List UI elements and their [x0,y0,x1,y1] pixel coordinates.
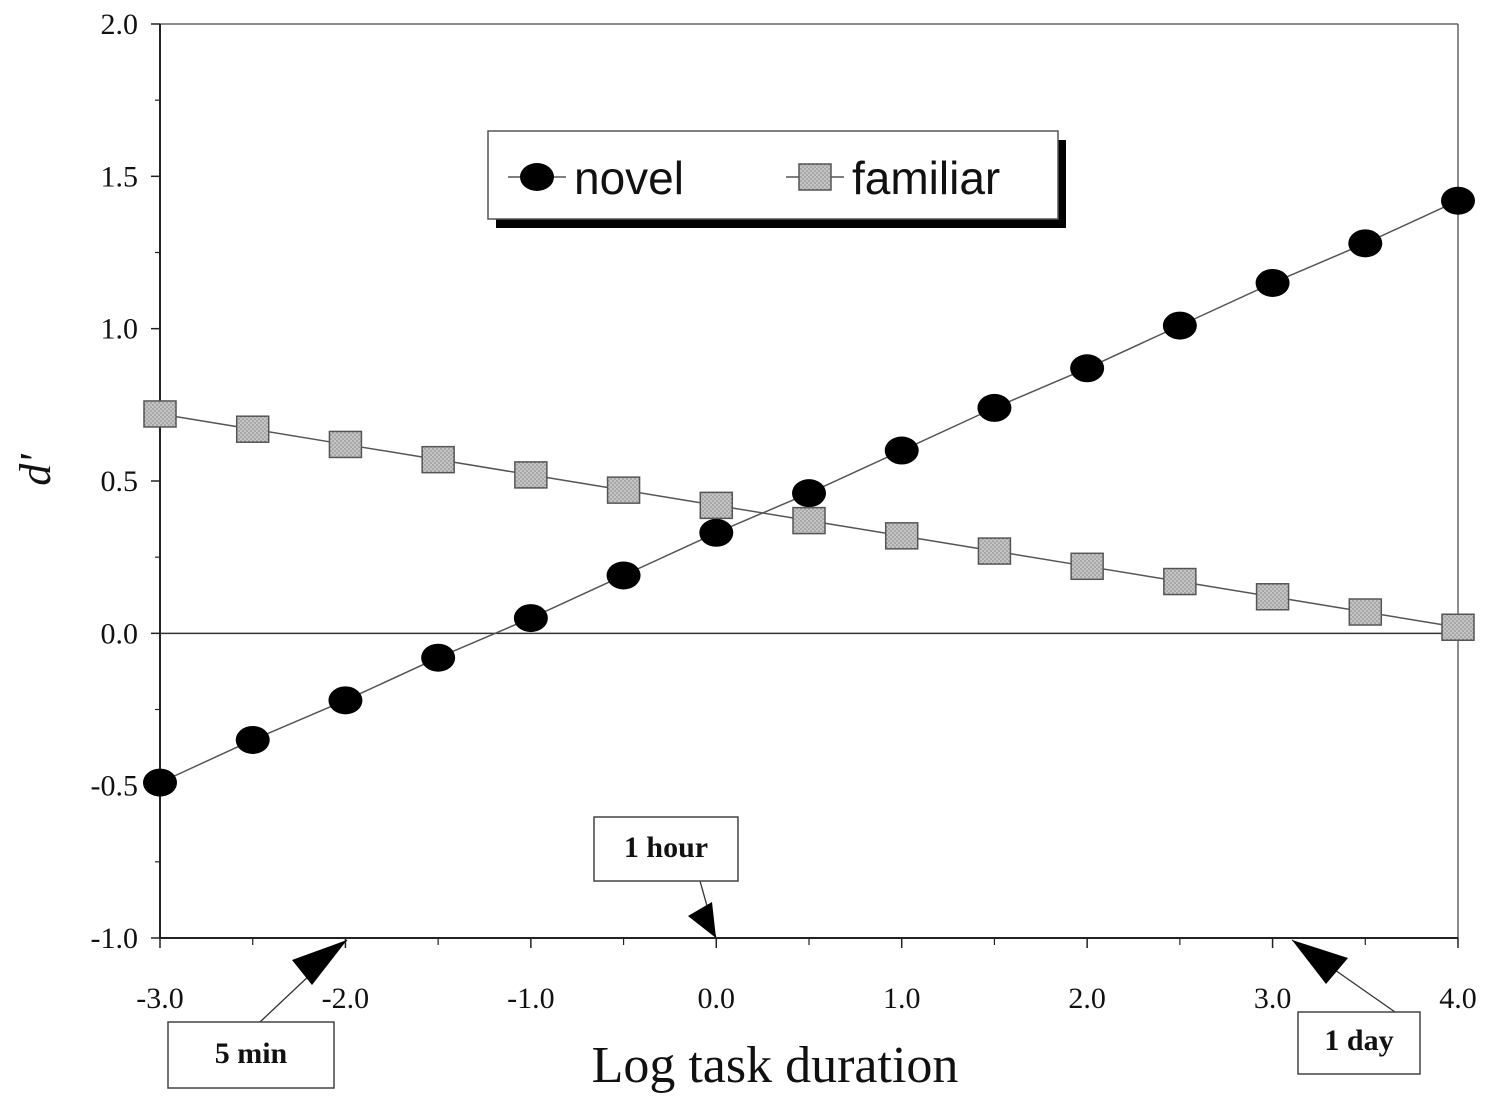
familiar-point [514,461,548,489]
legend: novel familiar [487,130,1066,228]
annotation-label: 5 min [215,1037,288,1070]
x-tick-label: 1.0 [883,982,921,1015]
y-tick-label: 0.0 [101,617,139,650]
familiar-point [1163,567,1197,596]
x-tick-label: -1.0 [507,982,555,1015]
axis-ticks: -1.0 -0.5 0.0 0.5 1.0 1.5 2.0 -3.0 -2.0 -1.0 0.0 1.… [91,8,1477,1015]
x-tick-label: 3.0 [1254,982,1292,1015]
annotation-box [1297,1011,1421,1075]
novel-point [513,604,548,633]
familiar-point [1255,583,1290,611]
annotations: 5 min 1 hour 1 day [167,816,1421,1089]
annotation-label: 1 day [1324,1024,1393,1057]
novel-point [699,518,734,547]
familiar-point [1348,598,1383,626]
legend-novel-marker [520,163,554,191]
novel-point [421,643,456,672]
familiar-point [884,522,919,550]
legend-novel-label: novel [574,152,684,204]
novel-point [1441,186,1475,215]
familiar-point [792,506,826,535]
familiar-point [328,430,363,459]
familiar-point [143,400,177,428]
novel-point [1348,229,1383,258]
y-tick-label: -1.0 [91,922,139,955]
novel-point [1162,311,1197,340]
annotation-label: 1 hour [624,831,708,864]
novel-point [1070,354,1105,383]
novel-point [328,686,363,715]
series-markers [143,186,1475,797]
y-tick-label: 0.5 [101,465,139,498]
novel-point [235,725,270,754]
x-tick-label: -2.0 [322,982,370,1015]
annotation-arrowhead [688,902,716,938]
familiar-point [699,491,734,520]
annotation-arrowhead [292,940,347,985]
novel-point [1255,268,1290,297]
novel-point [792,479,826,508]
annotation-arrowhead [1292,940,1348,984]
y-tick-label: 1.5 [101,160,139,193]
legend-box [487,130,1059,220]
x-tick-label: 4.0 [1439,982,1477,1015]
x-axis-label: Log task duration [592,1037,959,1094]
legend-familiar-marker [798,163,832,191]
novel-point [884,436,919,465]
familiar-point [606,476,641,504]
familiar-point [421,445,455,474]
y-tick-label: 1.0 [101,313,139,346]
novel-point [606,561,641,590]
annotation-box [593,816,739,882]
y-axis-label: d' [11,453,60,486]
novel-point [977,393,1012,422]
novel-point [143,768,177,797]
y-tick-label: 2.0 [101,8,139,41]
legend-familiar-label: familiar [852,152,1000,204]
familiar-point [1070,552,1104,581]
familiar-point [977,537,1012,565]
x-tick-label: -3.0 [136,982,184,1015]
x-tick-label: 0.0 [698,982,736,1015]
familiar-point [235,415,270,443]
y-tick-label: -0.5 [91,770,139,803]
annotation-box [167,1021,335,1089]
familiar-point [1441,613,1475,641]
x-tick-label: 2.0 [1068,982,1106,1015]
